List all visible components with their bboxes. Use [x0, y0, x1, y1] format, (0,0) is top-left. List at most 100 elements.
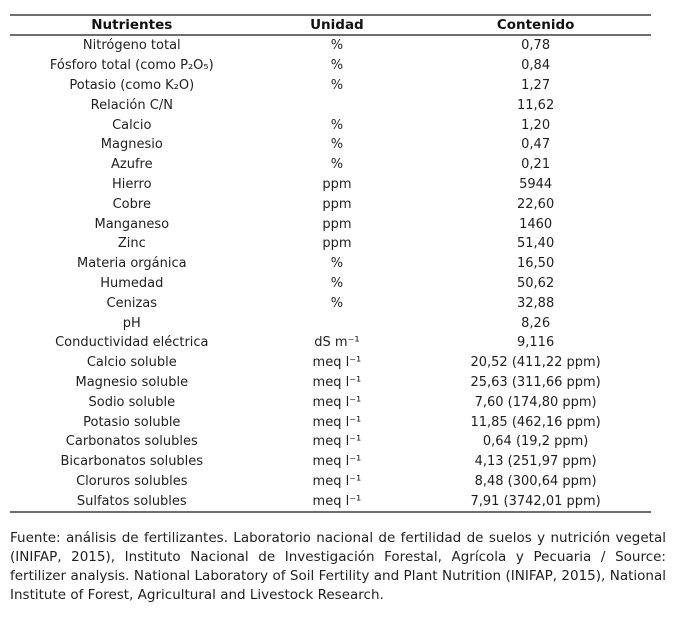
nutrient-cell: Cobre — [112, 196, 151, 212]
content-cell: 7,91 (3742,01 ppm) — [470, 493, 601, 509]
table-row: Manganeso ppm 1460 — [10, 214, 651, 234]
table-row: Conductividad eléctrica dS m⁻¹ 9,116 — [10, 333, 651, 353]
unit-cell: ppm — [322, 176, 352, 192]
table-row: Cenizas % 32,88 — [10, 293, 651, 313]
content-cell: 0,64 (19,2 ppm) — [482, 434, 589, 450]
nutrient-cell: Cenizas — [106, 295, 158, 311]
column-header-unidad: Unidad — [253, 15, 421, 36]
unit-cell: % — [330, 295, 344, 311]
unit-cell: % — [330, 58, 344, 74]
content-cell: 32,88 — [517, 295, 555, 311]
table-row: Cobre ppm 22,60 — [10, 194, 651, 214]
unit-cell: % — [330, 157, 344, 173]
content-cell: 0,84 — [521, 58, 551, 74]
table-row: Bicarbonatos solubles meq l⁻¹ 4,13 (251,… — [10, 452, 651, 472]
table-row: Calcio % 1,20 — [10, 115, 651, 135]
content-cell: 8,26 — [521, 315, 551, 331]
table-row: Hierro ppm 5944 — [10, 175, 651, 195]
nutrient-cell: Humedad — [100, 275, 164, 291]
table-row: Calcio soluble meq l⁻¹ 20,52 (411,22 ppm… — [10, 353, 651, 373]
table-row: Relación C/N 11,62 — [10, 95, 651, 115]
content-cell: 8,48 (300,64 ppm) — [474, 473, 597, 489]
content-cell: 1460 — [519, 216, 553, 232]
nutrient-cell: Carbonatos solubles — [65, 434, 198, 450]
table-row: Fósforo total (como P₂O₅) % 0,84 — [10, 56, 651, 76]
content-cell: 0,47 — [521, 137, 551, 153]
unit-cell: meq l⁻¹ — [312, 374, 362, 390]
nutrient-cell: Calcio soluble — [86, 355, 177, 371]
nutrient-cell: Potasio soluble — [83, 414, 181, 430]
nutrient-cell: Potasio (como K₂O) — [69, 77, 195, 93]
unit-cell: meq l⁻¹ — [312, 355, 362, 371]
unit-cell: % — [330, 77, 344, 93]
unit-cell: meq l⁻¹ — [312, 473, 362, 489]
content-cell: 5944 — [519, 176, 553, 192]
nutrient-cell: Zinc — [117, 236, 146, 252]
table-row: Magnesio % 0,47 — [10, 135, 651, 155]
nutrient-cell: Nitrógeno total — [82, 38, 181, 54]
table-row: Materia orgánica % 16,50 — [10, 254, 651, 274]
nutrient-cell: Cloruros solubles — [76, 473, 188, 489]
content-cell: 11,62 — [517, 97, 555, 113]
nutrient-cell: Manganeso — [94, 216, 170, 232]
nutrient-cell: Bicarbonatos solubles — [60, 454, 204, 470]
unit-cell: meq l⁻¹ — [312, 414, 362, 430]
table-header-row: Nutrientes Unidad Contenido — [10, 15, 651, 36]
column-header-nutrientes: Nutrientes — [10, 15, 254, 36]
content-cell: 1,20 — [521, 117, 551, 133]
table-row: Magnesio soluble meq l⁻¹ 25,63 (311,66 p… — [10, 373, 651, 393]
content-cell: 0,21 — [521, 157, 551, 173]
nutrient-cell: pH — [122, 315, 141, 331]
content-cell: 20,52 (411,22 ppm) — [470, 355, 601, 371]
table-row: Nitrógeno total % 0,78 — [10, 35, 651, 56]
content-cell: 11,85 (462,16 ppm) — [470, 414, 601, 430]
nutrient-cell: Sulfatos solubles — [76, 493, 187, 509]
content-cell: 16,50 — [517, 256, 555, 272]
nutrient-cell: Magnesio — [100, 137, 163, 153]
nutrient-cell: Conductividad eléctrica — [55, 335, 209, 351]
unit-cell: % — [330, 38, 344, 54]
content-cell: 22,60 — [517, 196, 555, 212]
unit-cell: % — [330, 256, 344, 272]
table-row: Zinc ppm 51,40 — [10, 234, 651, 254]
column-header-contenido: Contenido — [420, 15, 651, 36]
content-cell: 50,62 — [517, 275, 555, 291]
nutrient-cell: Hierro — [112, 176, 152, 192]
table-body: Nitrógeno total % 0,78 Fósforo total (co… — [10, 35, 651, 512]
content-cell: 0,78 — [521, 38, 551, 54]
unit-cell — [254, 313, 421, 333]
unit-cell: dS m⁻¹ — [314, 335, 360, 351]
nutrient-cell: Magnesio soluble — [75, 374, 189, 390]
nutrient-cell: Materia orgánica — [76, 256, 187, 272]
unit-cell — [254, 95, 421, 115]
table-row: Azufre % 0,21 — [10, 155, 651, 175]
nutrients-table: Nutrientes Unidad Contenido Nitrógeno to… — [10, 14, 651, 514]
unit-cell: meq l⁻¹ — [312, 454, 362, 470]
table-row: Sodio soluble meq l⁻¹ 7,60 (174,80 ppm) — [10, 392, 651, 412]
content-cell: 25,63 (311,66 ppm) — [470, 374, 601, 390]
unit-cell: % — [330, 137, 344, 153]
content-cell: 9,116 — [517, 335, 555, 351]
table-row: Potasio soluble meq l⁻¹ 11,85 (462,16 pp… — [10, 412, 651, 432]
content-cell: 51,40 — [517, 236, 555, 252]
content-cell: 7,60 (174,80 ppm) — [474, 394, 597, 410]
nutrient-cell: Fósforo total (como P₂O₅) — [49, 58, 214, 74]
unit-cell: meq l⁻¹ — [312, 394, 362, 410]
content-cell: 4,13 (251,97 ppm) — [474, 454, 597, 470]
nutrient-cell: Relación C/N — [90, 97, 173, 113]
content-cell: 1,27 — [521, 77, 551, 93]
page: Nutrientes Unidad Contenido Nitrógeno to… — [0, 14, 675, 638]
table-row: pH 8,26 — [10, 313, 651, 333]
unit-cell: ppm — [322, 216, 352, 232]
unit-cell: % — [330, 117, 344, 133]
nutrient-cell: Azufre — [110, 157, 153, 173]
table-row: Sulfatos solubles meq l⁻¹ 7,91 (3742,01 … — [10, 491, 651, 512]
table-row: Carbonatos solubles meq l⁻¹ 0,64 (19,2 p… — [10, 432, 651, 452]
unit-cell: % — [330, 275, 344, 291]
unit-cell: ppm — [322, 196, 352, 212]
table-row: Humedad % 50,62 — [10, 274, 651, 294]
table-row: Potasio (como K₂O) % 1,27 — [10, 76, 651, 96]
unit-cell: meq l⁻¹ — [312, 434, 362, 450]
nutrient-cell: Calcio — [112, 117, 152, 133]
source-note: Fuente: análisis de fertilizantes. Labor… — [10, 530, 666, 604]
